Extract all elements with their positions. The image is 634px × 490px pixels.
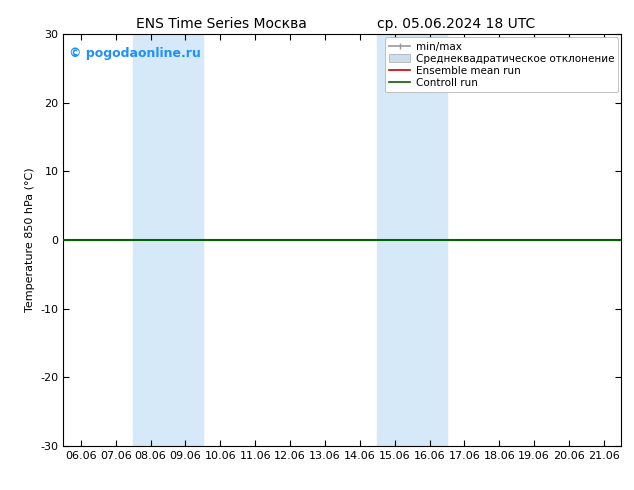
Bar [377,34,447,446]
Text: © pogodaonline.ru: © pogodaonline.ru [69,47,201,60]
Text: ср. 05.06.2024 18 UTC: ср. 05.06.2024 18 UTC [377,17,536,31]
Bar [133,34,203,446]
Y-axis label: Temperature 850 hPa (°C): Temperature 850 hPa (°C) [25,168,35,313]
Text: ENS Time Series Москва: ENS Time Series Москва [136,17,307,31]
Legend: min/max, Среднеквадратическое отклонение, Ensemble mean run, Controll run: min/max, Среднеквадратическое отклонение… [385,37,618,92]
